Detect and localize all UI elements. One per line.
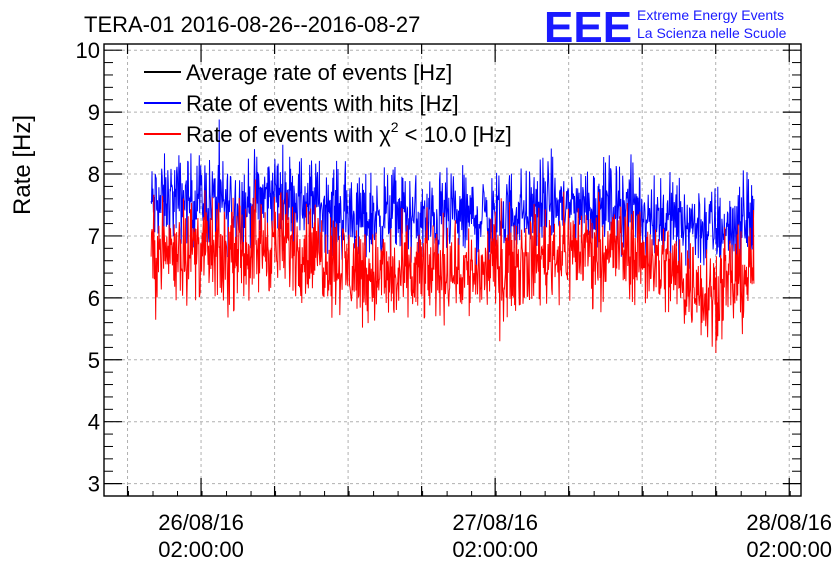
x-tick-label-date: 26/08/16 [158,510,244,535]
series-chi2-line [150,179,755,354]
axes: 34567891026/08/1602:00:0027/08/1602:00:0… [76,38,833,562]
chart-title: TERA-01 2016-08-26--2016-08-27 [84,12,420,37]
y-tick-label: 10 [76,38,100,63]
legend-chi2-sup: 2 [391,119,399,135]
y-tick-label: 9 [88,100,100,125]
y-tick-label: 7 [88,224,100,249]
eee-logo: EEE Extreme Energy Events La Scienza nel… [544,3,787,52]
x-tick-label-time: 02:00:00 [746,537,832,562]
x-tick-label-time: 02:00:00 [452,537,538,562]
plot-frame [103,43,802,497]
legend-label-chi2: Rate of events with χ2 < 10.0 [Hz] [186,119,512,147]
y-tick-label: 4 [88,410,100,435]
x-tick-label-time: 02:00:00 [158,537,244,562]
brand-line1: Extreme Energy Events [637,7,784,23]
legend-label-hits: Rate of events with hits [Hz] [186,91,459,116]
brand-line2: La Scienza nelle Scuole [637,25,787,41]
x-tick-label-date: 28/08/16 [746,510,832,535]
y-tick-label: 6 [88,286,100,311]
legend-label-average: Average rate of events [Hz] [186,60,452,85]
y-tick-label: 5 [88,348,100,373]
legend-chi2-post: < 10.0 [Hz] [399,122,512,147]
y-tick-label: 3 [88,472,100,497]
legend-chi2-pre: Rate of events with χ [186,122,391,147]
y-tick-label: 8 [88,162,100,187]
y-axis-label: Rate [Hz] [9,115,36,215]
x-tick-label-date: 27/08/16 [452,510,538,535]
legend: Average rate of events [Hz] Rate of even… [144,60,512,147]
series-layer [150,119,755,354]
